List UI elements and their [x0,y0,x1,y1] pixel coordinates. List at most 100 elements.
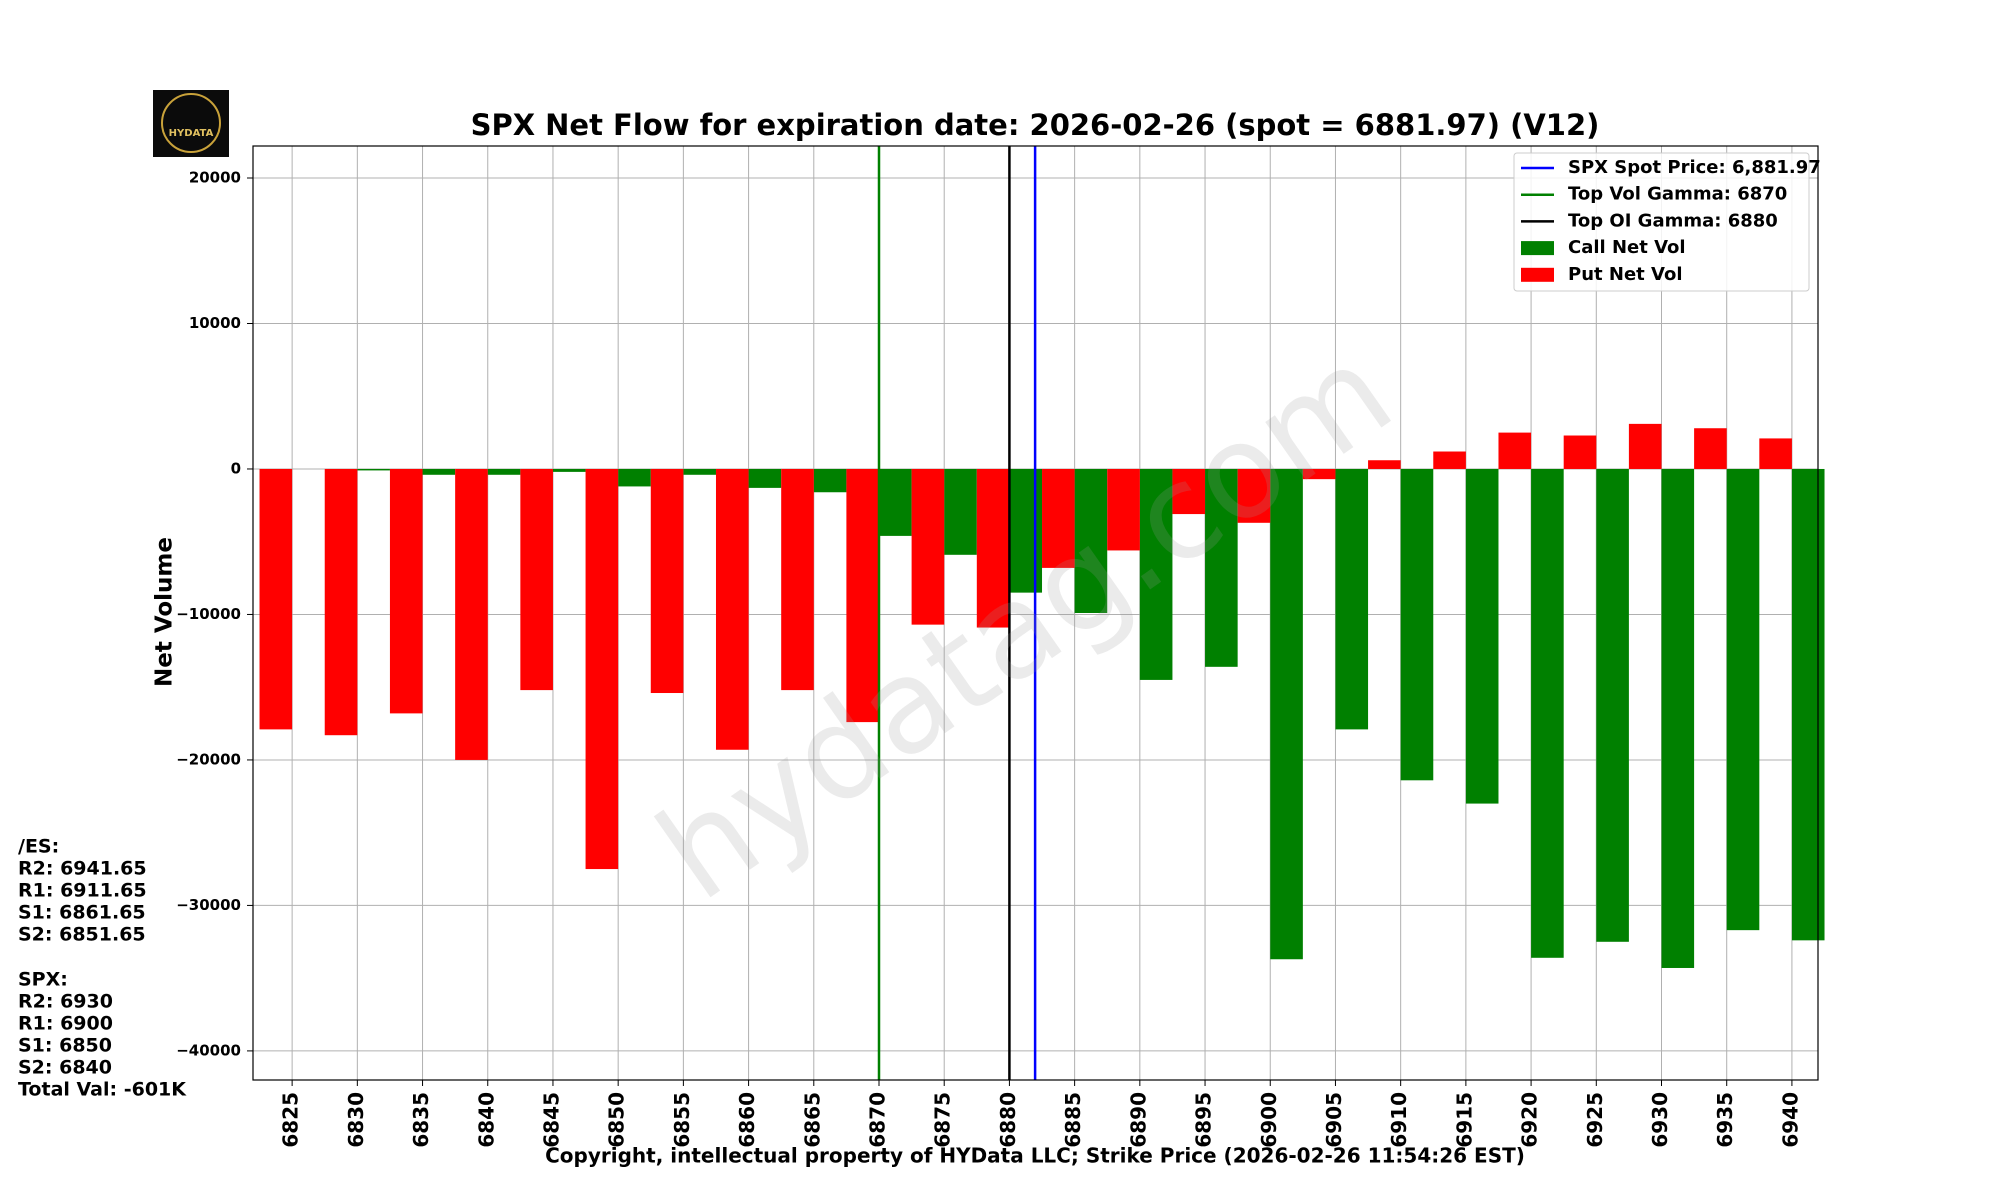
bar [1172,468,1206,515]
x-tick-label: 6855 [670,1092,694,1148]
bar [1139,468,1173,680]
bar [1465,468,1499,804]
legend-label: SPX Spot Price: 6,881.97 [1568,157,1821,178]
legend-label: Call Net Vol [1568,237,1686,258]
side-note: R1: 6900 [18,1013,113,1035]
y-tick-label: 10000 [189,314,241,332]
bar [455,468,488,760]
y-tick-label: 20000 [189,169,241,187]
x-tick-label: 6885 [1061,1092,1085,1148]
bar [618,468,651,487]
bar [1074,468,1108,613]
y-tick-label: −30000 [176,896,241,914]
x-tick-label: 6850 [605,1092,629,1148]
legend-label: Put Net Vol [1568,264,1683,285]
bar [1107,468,1140,551]
bar [357,468,390,471]
bar [813,468,847,493]
plot-frame [252,145,1819,1081]
bar [781,468,814,691]
bar [1791,468,1825,941]
bar [552,468,586,472]
bar [976,468,1010,628]
legend: SPX Spot Price: 6,881.97 Top Vol Gamma: 6… [1513,152,1821,292]
bar [1009,468,1043,593]
x-tick-label: 6940 [1778,1092,1802,1148]
x-tick-label: 6915 [1452,1092,1476,1148]
bar [1694,428,1727,469]
legend-label: Top OI Gamma: 6880 [1568,210,1778,231]
bar [1661,468,1695,968]
x-tick-label: 6830 [344,1092,368,1148]
bar [1628,423,1662,469]
logo-box [153,90,229,157]
x-tick-label: 6845 [539,1092,563,1148]
bar [1237,468,1271,523]
x-tick-label: 6935 [1713,1092,1737,1148]
side-note: S2: 6851.65 [18,924,146,946]
x-tick-label: 6875 [931,1092,955,1148]
x-tick-label: 6910 [1387,1092,1411,1148]
chart-title: SPX Net Flow for expiration date: 2026-0… [471,108,1600,142]
bar [683,468,716,475]
side-note: R2: 6930 [18,991,113,1013]
legend-box [1513,152,1810,292]
bar [1205,468,1238,667]
bar [259,468,293,730]
side-note: Total Val: -601K [18,1079,187,1101]
side-note: R2: 6941.65 [18,858,147,880]
bar [715,468,749,750]
legend-swatch [1521,241,1554,256]
bar [324,468,358,736]
bar [1270,468,1303,960]
side-note: S1: 6861.65 [18,902,146,924]
bar [1433,451,1466,469]
bar [1302,468,1336,480]
x-tick-label: 6895 [1192,1092,1216,1148]
logo-ring [161,93,221,153]
side-note: R1: 6911.65 [18,880,147,902]
bar [1368,460,1401,469]
bar [487,468,521,475]
side-note: S2: 6840 [18,1057,112,1079]
bar [650,468,684,694]
bar [1400,468,1434,781]
side-note: /ES: [18,836,59,858]
y-tick-label: −10000 [176,605,241,623]
side-note: S1: 6850 [18,1035,112,1057]
x-tick-label: 6860 [735,1092,759,1148]
bar [1563,435,1597,469]
legend-swatch [1521,267,1554,282]
x-tick-label: 6920 [1518,1092,1542,1148]
x-tick-label: 6835 [409,1092,433,1148]
bar [389,468,423,714]
x-tick-label: 6870 [866,1092,890,1148]
bar [879,468,912,536]
x-tick-label: 6905 [1322,1092,1346,1148]
bar [911,468,945,625]
bar [1596,468,1629,942]
x-tick-label: 6900 [1257,1092,1281,1148]
bar [1759,438,1792,469]
x-tick-label: 6930 [1648,1092,1672,1148]
logo-text: HYDATA [169,128,214,139]
x-tick-label: 6825 [279,1092,303,1148]
y-tick-label: −20000 [176,750,241,768]
x-tick-label: 6925 [1583,1092,1607,1148]
bar [1531,468,1564,958]
x-tick-label: 6840 [474,1092,498,1148]
y-axis-label: Net Volume [152,537,178,687]
x-axis-label: Copyright, intellectual property of HYDa… [545,1144,1525,1168]
x-tick-label: 6865 [800,1092,824,1148]
bar [944,468,977,555]
side-note: SPX: [18,969,68,991]
bar [1726,468,1760,931]
bar [1042,468,1075,568]
logo: HYDATA [153,90,229,157]
bar [748,468,782,488]
legend-label: Top Vol Gamma: 6870 [1568,184,1787,205]
x-tick-label: 6880 [996,1092,1020,1148]
bar [1335,468,1369,730]
bar [1498,432,1532,469]
